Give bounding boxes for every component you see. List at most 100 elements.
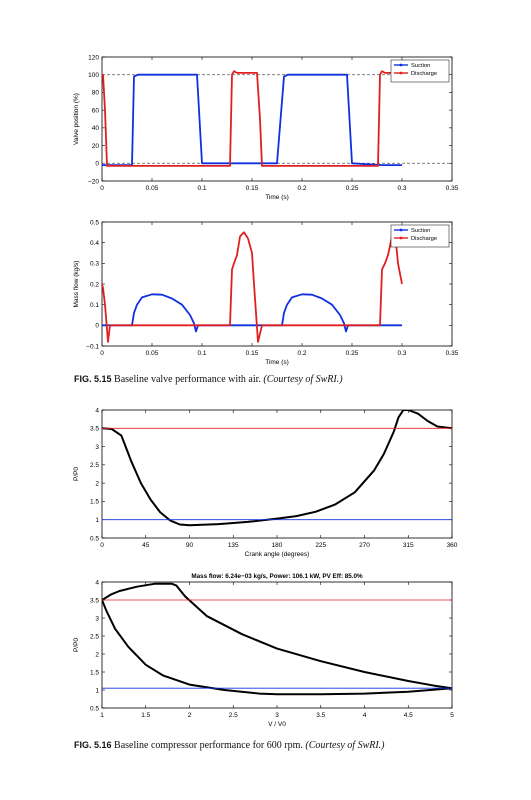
x-axis-label: Time (s) <box>265 194 289 201</box>
plot-area <box>102 410 452 527</box>
y-tick-label: 3.5 <box>90 426 99 433</box>
x-tick-label: 0 <box>100 185 104 192</box>
figure-label: FIG. 5.15 <box>74 374 112 384</box>
y-tick-label: 0.5 <box>90 219 99 226</box>
chart-valve-position: 0 0.05 0.1 0.15 0.2 0.25 0.3 0.35−2002040608010… <box>73 54 459 201</box>
x-tick-label: 0 <box>100 350 104 357</box>
x-tick-label: 0.25 <box>346 185 359 192</box>
x-tick-label: 90 <box>186 542 194 549</box>
legend-label: Suction <box>411 228 430 234</box>
figure-label: FIG. 5.16 <box>74 740 112 750</box>
y-tick-label: 2 <box>95 480 99 487</box>
x-tick-label: 270 <box>359 542 370 549</box>
chart-legend: Suction Discharge <box>390 224 450 248</box>
x-tick-label: 0.1 <box>197 185 206 192</box>
x-tick-label: 45 <box>142 542 150 549</box>
y-tick-label: 20 <box>92 143 100 150</box>
y-tick-label: 3 <box>95 444 99 451</box>
chart-mass-flow: 0 0.05 0.1 0.15 0.2 0.25 0.3 0.35−0.100.10.20.3… <box>73 219 459 366</box>
x-tick-label: 0.35 <box>446 350 459 357</box>
series-line <box>102 73 402 167</box>
chart-legend: Suction Discharge <box>390 59 450 83</box>
y-tick-label: 0 <box>95 323 99 330</box>
y-tick-label: 60 <box>92 107 100 114</box>
y-tick-label: 2 <box>95 651 99 658</box>
y-tick-label: 0.4 <box>90 240 99 247</box>
x-tick-label: 0.05 <box>146 350 159 357</box>
series-line <box>102 231 403 343</box>
x-tick-label: 5 <box>450 712 454 719</box>
series-line <box>102 582 452 696</box>
x-tick-label: 1 <box>100 712 104 719</box>
x-tick-label: 0.05 <box>146 185 159 192</box>
legend-label: Suction <box>411 63 430 69</box>
y-axis-label: Valve position (%) <box>73 93 80 145</box>
chart-title: Mass flow: 6.24e−03 kg/s, Power: 106.1 k… <box>191 573 363 580</box>
chart-pressure-vs-crank-angle: 0 45 90 135 180 225 270 315 360 0.5 1 1.5 2 2.5 3 3.5 4 C… <box>73 407 458 558</box>
x-tick-label: 0.3 <box>397 185 406 192</box>
x-tick-label: 0 <box>100 542 104 549</box>
figure-caption-text: Baseline compressor performance for 600 … <box>114 740 303 751</box>
x-tick-label: 4 <box>363 712 367 719</box>
figure-caption-text: Baseline valve performance with air. <box>114 374 261 385</box>
x-tick-label: 315 <box>403 542 414 549</box>
plot-frame <box>101 581 453 709</box>
y-tick-label: 80 <box>92 90 100 97</box>
legend-marker <box>399 228 403 232</box>
x-tick-label: 3 <box>275 712 279 719</box>
legend-marker <box>399 63 403 67</box>
x-tick-label: 2 <box>188 712 192 719</box>
y-tick-label: 1 <box>95 517 99 524</box>
legend-marker <box>399 236 403 240</box>
x-axis-label: Time (s) <box>265 359 289 366</box>
x-axis-label: Crank angle (degrees) <box>245 551 310 558</box>
series-line <box>102 410 452 527</box>
x-tick-label: 3.5 <box>316 712 325 719</box>
y-tick-label: 100 <box>88 72 99 79</box>
y-tick-label: −0.1 <box>86 343 99 350</box>
plot-area <box>102 582 452 696</box>
y-tick-label: 1 <box>95 687 99 694</box>
chart-pv-diagram: 1 1.5 2 2.5 3 3.5 4 4.5 50.511.522.533.54V / V0P… <box>73 573 454 728</box>
x-tick-label: 360 <box>447 542 458 549</box>
x-tick-label: 2.5 <box>229 712 238 719</box>
figure-caption-5-15: FIG. 5.15 Baseline valve performance wit… <box>74 374 514 385</box>
y-tick-label: 40 <box>92 125 100 132</box>
y-tick-label: 120 <box>88 54 99 61</box>
y-tick-label: 3 <box>95 615 99 622</box>
x-tick-label: 0.35 <box>446 185 459 192</box>
y-tick-label: 4 <box>95 579 99 586</box>
x-tick-label: 0.15 <box>246 350 259 357</box>
series-line <box>102 293 402 333</box>
y-tick-label: 0.2 <box>90 281 99 288</box>
figure-credit: (Courtesy of SwRI.) <box>305 740 385 751</box>
x-tick-label: 0.1 <box>197 350 206 357</box>
y-tick-label: 0.5 <box>90 535 99 542</box>
y-axis-label: Mass flow (kg/s) <box>73 261 80 308</box>
plot-area <box>102 231 403 343</box>
x-tick-label: 180 <box>272 542 283 549</box>
y-axis-label: P/P0 <box>73 638 80 652</box>
legend-label: Discharge <box>411 71 437 77</box>
y-tick-label: 2.5 <box>90 462 99 469</box>
y-tick-label: 0.1 <box>90 302 99 309</box>
y-tick-label: 0.3 <box>90 261 99 268</box>
y-tick-label: 3.5 <box>90 597 99 604</box>
x-tick-label: 0.2 <box>297 350 306 357</box>
y-tick-label: 4 <box>95 407 99 414</box>
plot-frame <box>101 56 453 182</box>
figure-credit: (Courtesy of SwRI.) <box>263 374 343 385</box>
legend-label: Discharge <box>411 236 437 242</box>
y-axis-label: P/P0 <box>73 467 80 481</box>
y-tick-label: 1.5 <box>90 669 99 676</box>
x-tick-label: 225 <box>315 542 326 549</box>
x-tick-label: 4.5 <box>404 712 413 719</box>
x-tick-label: 0.25 <box>346 350 359 357</box>
x-tick-label: 135 <box>228 542 239 549</box>
x-tick-label: 0.2 <box>297 185 306 192</box>
y-tick-label: 2.5 <box>90 633 99 640</box>
x-tick-label: 0.3 <box>397 350 406 357</box>
series-line <box>102 70 402 167</box>
y-tick-label: 1.5 <box>90 499 99 506</box>
